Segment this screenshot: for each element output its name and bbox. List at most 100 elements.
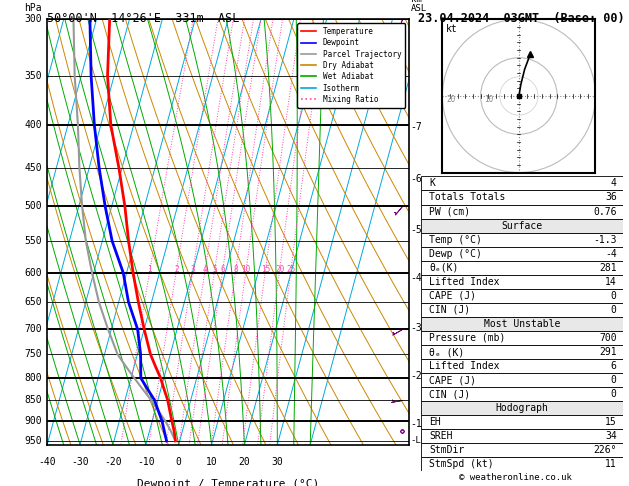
Text: -6: -6 [411,174,423,184]
Text: 900: 900 [24,416,42,426]
Text: StmDir: StmDir [430,445,465,455]
Text: 30: 30 [272,457,283,468]
Text: 281: 281 [599,263,616,273]
Text: hPa: hPa [24,3,42,13]
FancyBboxPatch shape [421,373,623,387]
Text: Dewpoint / Temperature (°C): Dewpoint / Temperature (°C) [137,479,319,486]
Text: km
ASL: km ASL [411,0,427,13]
Text: 15: 15 [605,417,616,427]
Text: 291: 291 [599,347,616,357]
FancyBboxPatch shape [421,219,623,233]
FancyBboxPatch shape [421,331,623,345]
Text: StmSpd (kt): StmSpd (kt) [430,459,494,469]
Text: 6: 6 [611,361,616,371]
Text: Surface: Surface [501,221,543,230]
Text: 750: 750 [24,349,42,360]
Text: CAPE (J): CAPE (J) [430,291,477,301]
FancyBboxPatch shape [421,401,623,415]
Text: 4: 4 [203,265,208,274]
Text: -4: -4 [605,249,616,259]
Text: -10: -10 [137,457,155,468]
Text: Pressure (mb): Pressure (mb) [430,333,506,343]
Text: 650: 650 [24,297,42,307]
FancyBboxPatch shape [421,233,623,247]
Text: PW (cm): PW (cm) [430,207,470,217]
Text: -4: -4 [411,273,423,283]
Text: -LCL: -LCL [411,436,432,445]
Text: kt: kt [445,24,457,34]
Text: -3: -3 [411,323,423,332]
Text: 1: 1 [148,265,152,274]
Text: 36: 36 [605,192,616,203]
Text: CAPE (J): CAPE (J) [430,375,477,385]
FancyBboxPatch shape [421,443,623,457]
FancyBboxPatch shape [421,176,623,191]
Text: Totals Totals: Totals Totals [430,192,506,203]
Text: 300: 300 [24,15,42,24]
Text: -7: -7 [411,122,423,132]
Text: Lifted Index: Lifted Index [430,277,500,287]
Text: CIN (J): CIN (J) [430,305,470,315]
FancyBboxPatch shape [421,415,623,429]
Text: © weatheronline.co.uk: © weatheronline.co.uk [459,473,572,482]
FancyBboxPatch shape [421,260,623,275]
Text: K: K [430,178,435,189]
Text: 500: 500 [24,201,42,211]
Text: θₑ(K): θₑ(K) [430,263,459,273]
Text: 0: 0 [611,291,616,301]
Text: 3: 3 [191,265,195,274]
Text: 10: 10 [242,265,251,274]
Text: 700: 700 [599,333,616,343]
Text: CIN (J): CIN (J) [430,389,470,399]
FancyBboxPatch shape [421,205,623,219]
Text: EH: EH [430,417,441,427]
FancyBboxPatch shape [421,191,623,205]
Text: Lifted Index: Lifted Index [430,361,500,371]
Text: -2: -2 [411,371,423,381]
FancyBboxPatch shape [421,429,623,443]
Text: 10: 10 [206,457,218,468]
Text: 950: 950 [24,436,42,446]
Text: 6: 6 [220,265,225,274]
Text: Most Unstable: Most Unstable [484,319,560,329]
Text: θₑ (K): θₑ (K) [430,347,465,357]
Text: 450: 450 [24,163,42,173]
Text: 25: 25 [286,265,296,274]
Text: -1: -1 [411,419,423,429]
Text: 14: 14 [605,277,616,287]
Text: 20: 20 [238,457,250,468]
FancyBboxPatch shape [421,387,623,401]
FancyBboxPatch shape [421,275,623,289]
Text: Dewp (°C): Dewp (°C) [430,249,482,259]
Text: 10: 10 [484,95,494,104]
Text: 4: 4 [611,178,616,189]
Text: 400: 400 [24,120,42,130]
Text: 226°: 226° [593,445,616,455]
Text: 0: 0 [611,305,616,315]
FancyBboxPatch shape [421,317,623,331]
FancyBboxPatch shape [421,457,623,471]
Text: -1.3: -1.3 [593,235,616,244]
Text: 0: 0 [175,457,182,468]
Text: Temp (°C): Temp (°C) [430,235,482,244]
Text: 34: 34 [605,431,616,441]
FancyBboxPatch shape [421,247,623,260]
Text: -30: -30 [71,457,89,468]
FancyBboxPatch shape [421,359,623,373]
Text: 23.04.2024  03GMT  (Base: 00): 23.04.2024 03GMT (Base: 00) [418,12,625,25]
Text: -5: -5 [411,225,423,235]
FancyBboxPatch shape [421,303,623,317]
Text: 2: 2 [174,265,179,274]
Text: -20: -20 [104,457,122,468]
Text: 0: 0 [611,375,616,385]
Text: 700: 700 [24,324,42,334]
Text: Hodograph: Hodograph [496,403,548,413]
Text: 550: 550 [24,236,42,246]
Text: 850: 850 [24,395,42,405]
Text: 20: 20 [446,95,455,104]
FancyBboxPatch shape [421,289,623,303]
Text: 11: 11 [605,459,616,469]
Text: 350: 350 [24,71,42,81]
Text: 15: 15 [261,265,270,274]
Text: 600: 600 [24,268,42,278]
